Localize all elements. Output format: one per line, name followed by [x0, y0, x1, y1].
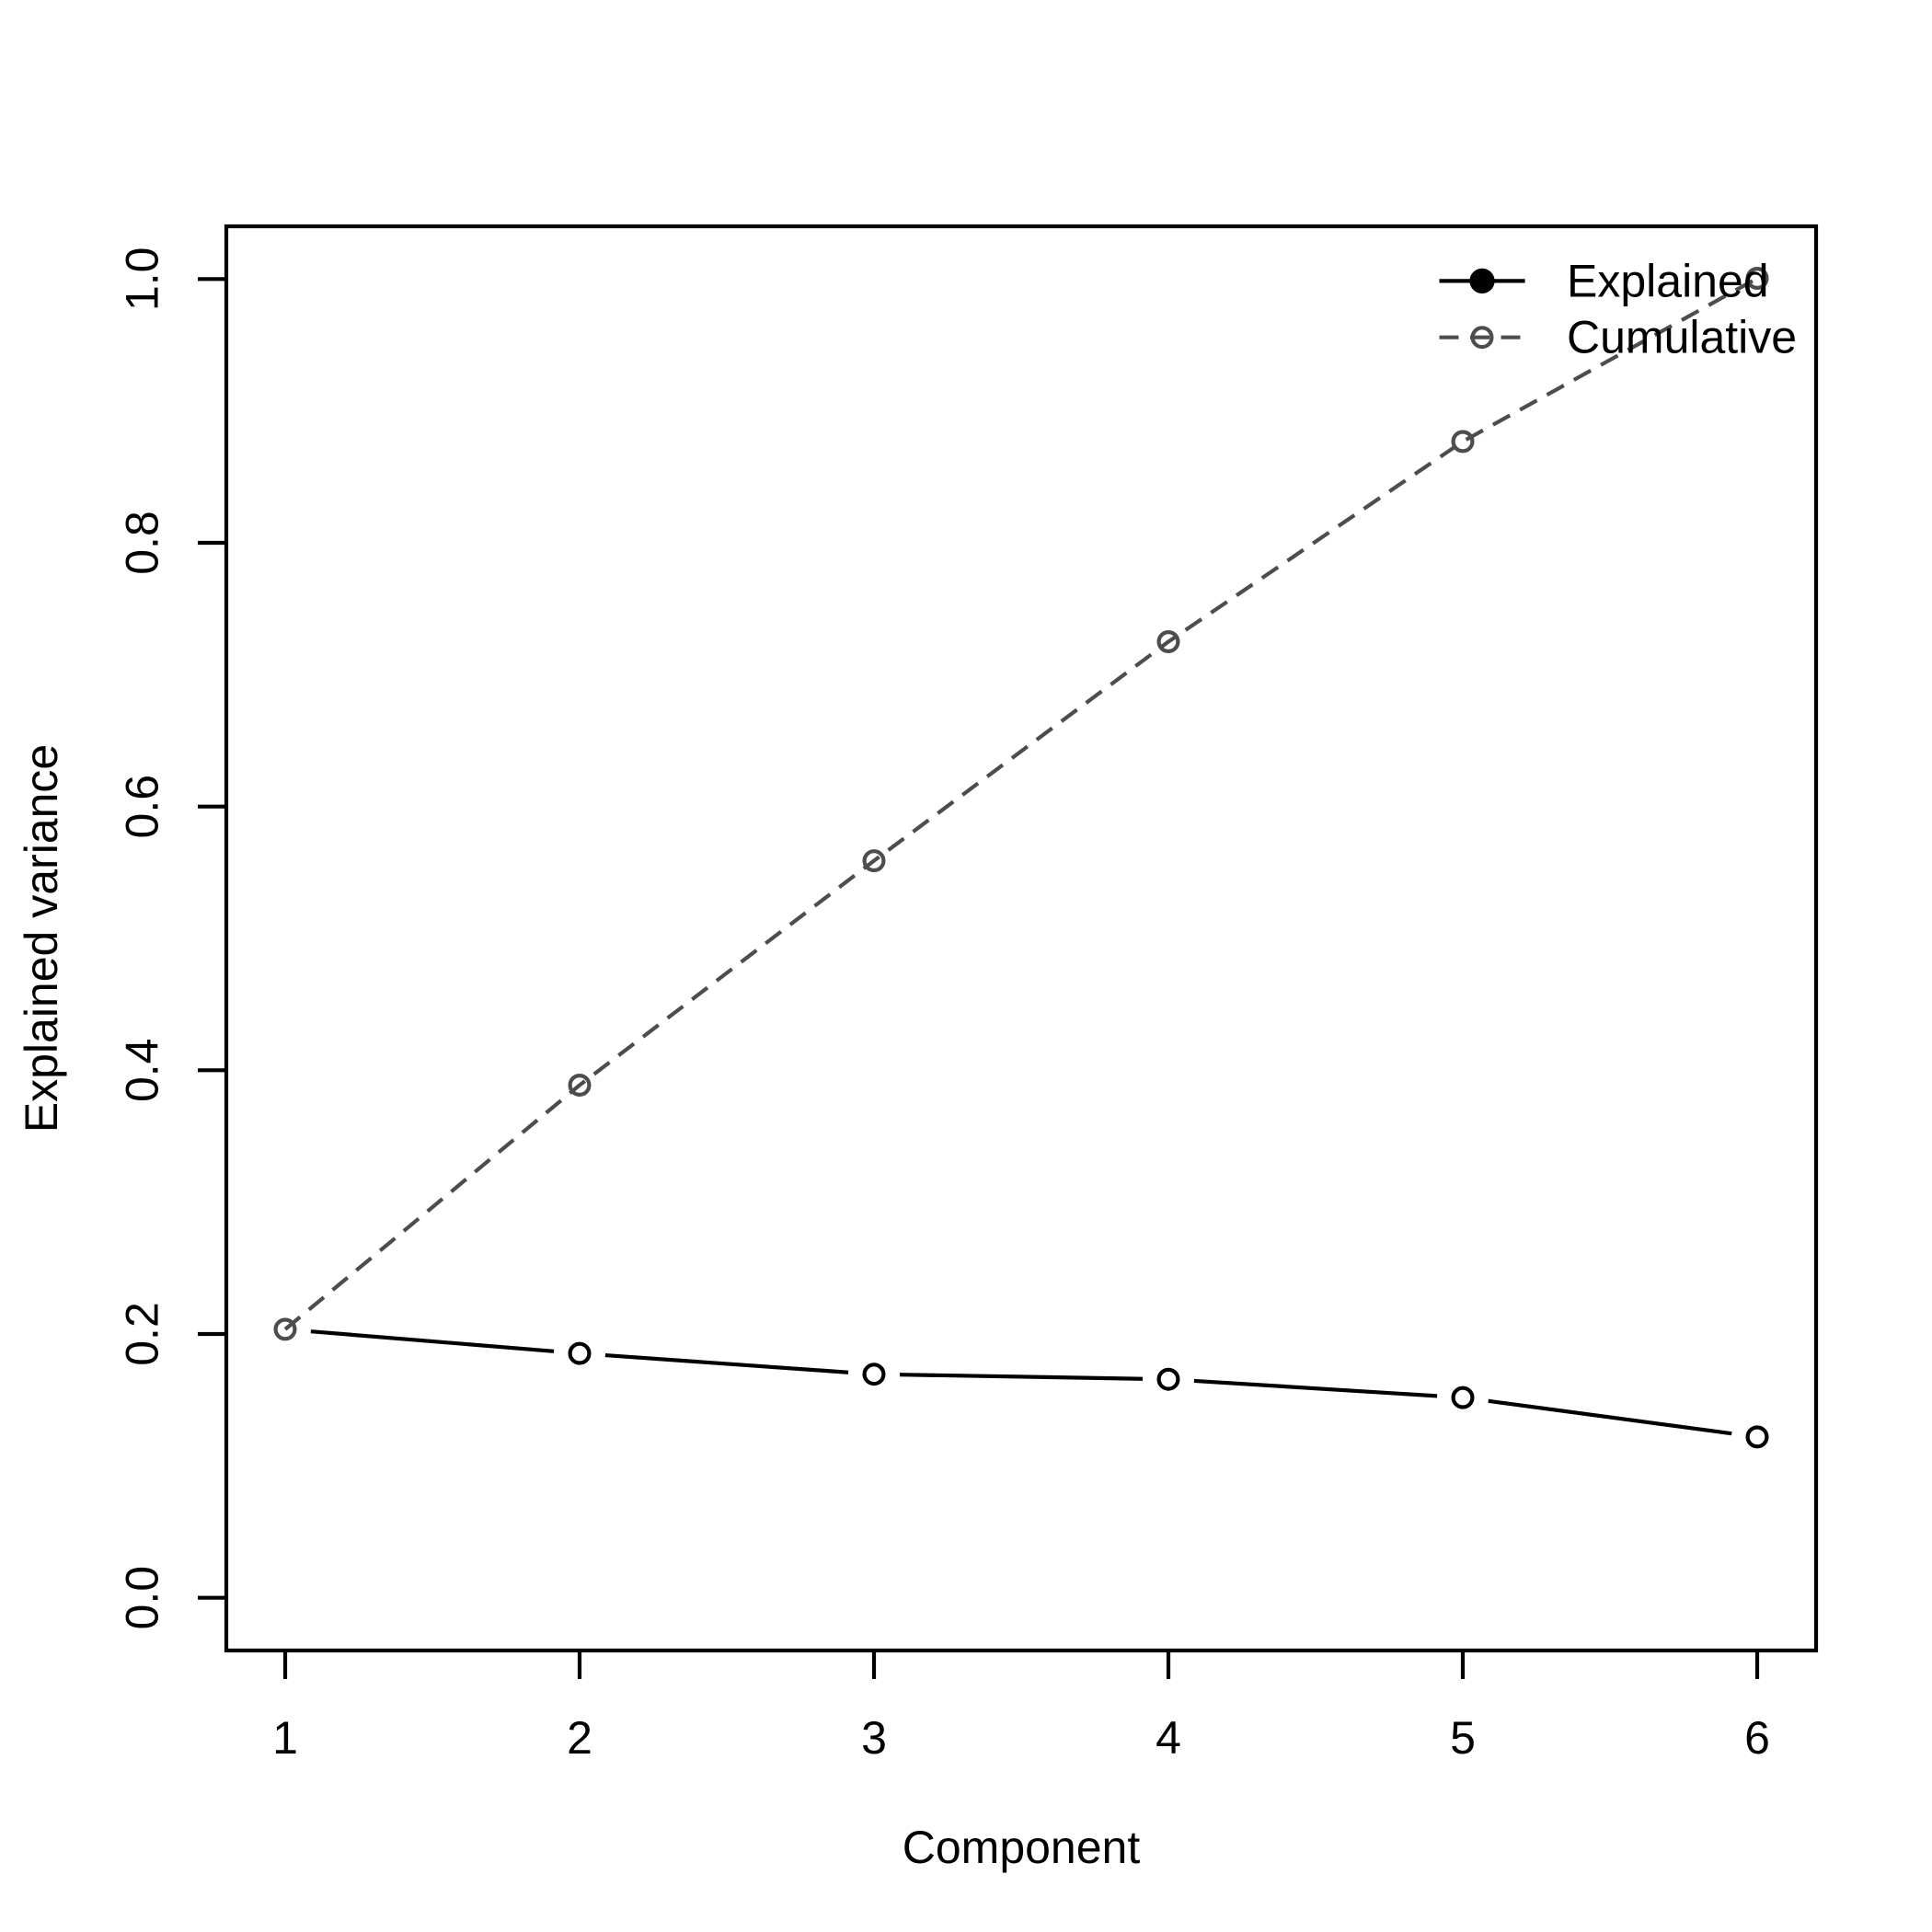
svg-text:Cumulative: Cumulative — [1567, 312, 1797, 363]
svg-text:5: 5 — [1450, 1712, 1476, 1764]
svg-text:4: 4 — [1156, 1712, 1181, 1764]
svg-text:3: 3 — [861, 1712, 887, 1764]
svg-text:0.0: 0.0 — [117, 1566, 168, 1630]
svg-text:1: 1 — [272, 1712, 298, 1764]
svg-text:Component: Component — [903, 1822, 1141, 1873]
svg-text:Explained: Explained — [1567, 255, 1769, 306]
svg-text:6: 6 — [1744, 1712, 1770, 1764]
svg-text:0.2: 0.2 — [117, 1302, 168, 1366]
svg-text:0.6: 0.6 — [117, 775, 168, 839]
svg-text:0.8: 0.8 — [117, 511, 168, 575]
svg-text:1.0: 1.0 — [117, 247, 168, 312]
svg-text:Explained variance: Explained variance — [16, 744, 67, 1133]
svg-text:0.4: 0.4 — [117, 1039, 168, 1103]
svg-text:2: 2 — [567, 1712, 592, 1764]
